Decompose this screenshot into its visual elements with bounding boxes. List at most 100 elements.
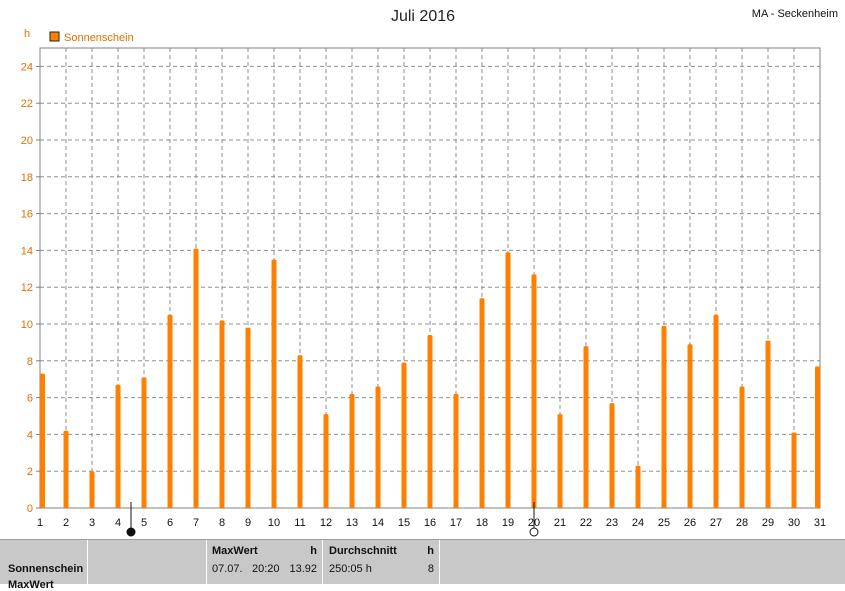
avg-total: 250:05 h: [329, 563, 372, 575]
x-tick-label: 15: [398, 517, 410, 529]
bar-day-11: [297, 355, 303, 508]
x-tick-label: 3: [89, 517, 95, 529]
y-tick-label: 14: [21, 245, 33, 257]
x-tick-label: 6: [167, 517, 173, 529]
max-time: 20:20: [252, 563, 280, 575]
summary-label-cell: Sonnenschein MaxWert: [0, 540, 88, 591]
x-tick-label: 27: [710, 517, 722, 529]
x-tick-label: 18: [476, 517, 488, 529]
x-tick-label: 14: [372, 517, 384, 529]
y-tick-label: 18: [21, 172, 33, 184]
bar-day-6: [167, 314, 173, 508]
avg-value: 8: [427, 563, 434, 575]
x-tick-label: 12: [320, 517, 332, 529]
x-tick-label: 5: [141, 517, 147, 529]
bar-day-26: [687, 344, 693, 508]
x-tick-label: 24: [632, 517, 644, 529]
bar-day-31: [815, 366, 820, 508]
x-tick-label: 7: [193, 517, 199, 529]
bar-day-22: [583, 346, 589, 508]
x-tick-label: 11: [294, 517, 305, 529]
bar-day-7: [193, 248, 199, 508]
new-moon-icon: [126, 527, 136, 537]
x-tick-label: 19: [502, 517, 514, 529]
chart-title: Juli 2016: [391, 8, 455, 25]
x-tick-label: 13: [346, 517, 358, 529]
bar-day-17: [453, 393, 459, 508]
x-tick-label: 8: [219, 517, 225, 529]
x-tick-label: 29: [762, 517, 774, 529]
bar-day-16: [427, 335, 433, 508]
y-tick-label: 24: [21, 61, 33, 73]
moon-phase-markers: [126, 502, 539, 537]
summary-max-cell: MaxWert h 07.07. 20:20 13.92: [207, 540, 323, 584]
x-tick-label: 17: [450, 517, 462, 529]
x-tick-label: 22: [580, 517, 592, 529]
avg-header: Durchschnitt: [329, 545, 397, 557]
bar-day-10: [271, 259, 277, 508]
x-tick-label: 30: [788, 517, 800, 529]
x-tick-label: 26: [684, 517, 696, 529]
y-tick-label: 8: [27, 356, 33, 368]
bar-day-27: [713, 314, 719, 508]
summary-empty-cell: [88, 540, 207, 584]
y-axis-unit: h: [24, 28, 30, 40]
summary-avg-cell: Durchschnitt h 250:05 h 8: [323, 540, 440, 584]
x-tick-label: 16: [424, 517, 436, 529]
legend-label: Sonnenschein: [64, 32, 134, 44]
bar-day-18: [479, 298, 485, 508]
x-tick-label: 28: [736, 517, 748, 529]
x-tick-label: 4: [115, 517, 121, 529]
x-tick-label: 31: [814, 517, 826, 529]
max-unit: h: [310, 545, 317, 557]
x-tick-label: 2: [63, 517, 69, 529]
bar-day-5: [141, 377, 147, 508]
bar-day-8: [219, 320, 225, 508]
y-tick-label: 2: [27, 466, 33, 478]
bar-day-30: [791, 432, 797, 508]
bar-day-24: [635, 465, 641, 508]
bar-day-28: [739, 386, 745, 508]
bar-day-21: [557, 414, 563, 508]
bar-day-4: [115, 384, 121, 508]
y-tick-label: 10: [21, 319, 33, 331]
summary-table: Sonnenschein MaxWert MaxWert h 07.07. 20…: [0, 539, 845, 591]
bar-day-23: [609, 403, 615, 508]
bars: [40, 248, 820, 508]
max-header: MaxWert: [212, 545, 258, 557]
x-axis-ticks: 1 2 3 4 5 6 7 8 9 10 11 12 13 14 15 16 17 18 19 20 21 22 23 24 2…: [37, 517, 826, 529]
x-tick-label: 23: [606, 517, 618, 529]
y-tick-label: 16: [21, 209, 33, 221]
station-name: MA - Seckenheim: [752, 8, 838, 20]
bar-day-14: [375, 386, 381, 508]
bar-day-12: [323, 414, 329, 508]
bar-day-3: [89, 471, 95, 508]
bar-day-2: [63, 430, 69, 508]
full-moon-icon: [529, 527, 539, 537]
x-tick-label: 25: [658, 517, 670, 529]
y-tick-label: 20: [21, 135, 33, 147]
bar-day-29: [765, 340, 771, 508]
x-tick-label: 9: [245, 517, 251, 529]
summary-row-label: Sonnenschein: [8, 563, 84, 575]
bar-day-13: [349, 393, 355, 508]
y-tick-label: 6: [27, 393, 33, 405]
bar-day-1: [40, 373, 45, 508]
bar-day-20: [531, 274, 537, 508]
x-tick-label: 21: [554, 517, 566, 529]
summary-row-label-2: MaxWert: [8, 579, 54, 591]
x-tick-label: 1: [37, 517, 43, 529]
max-date: 07.07.: [212, 563, 243, 575]
legend-swatch: [49, 31, 60, 42]
bar-day-19: [505, 252, 511, 508]
avg-unit: h: [427, 545, 434, 557]
bar-day-9: [245, 327, 251, 508]
y-tick-label: 4: [27, 429, 33, 441]
bar-day-25: [661, 325, 667, 508]
y-tick-label: 0: [27, 503, 33, 515]
bar-day-15: [401, 362, 407, 508]
y-tick-label: 12: [21, 282, 33, 294]
y-tick-label: 22: [21, 98, 33, 110]
